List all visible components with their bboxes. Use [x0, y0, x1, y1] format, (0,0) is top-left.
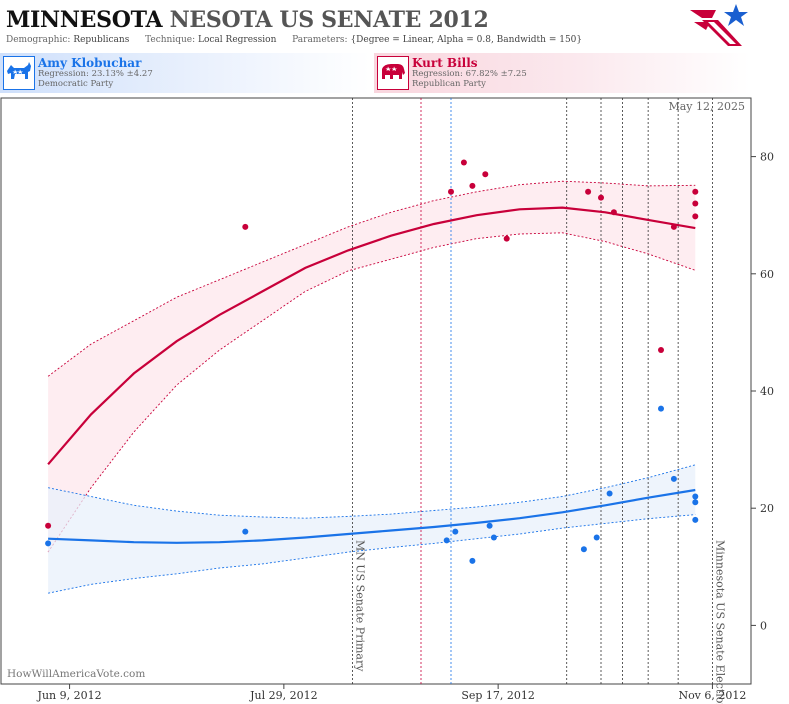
rep-poll-point	[585, 188, 592, 195]
election-event-label: Minnesota US Senate Election	[713, 540, 726, 704]
rep-poll-point	[692, 213, 699, 220]
rep-regression-line	[47, 206, 696, 466]
chart-header: MINNESOTA NESOTA US SENATE 2012 Demograp…	[0, 0, 789, 52]
dem-poll-point	[443, 537, 450, 544]
rep-poll-point	[448, 188, 454, 195]
rep-poll-point	[469, 182, 476, 189]
technique-label: Technique:	[145, 35, 196, 45]
rep-poll-point	[598, 194, 604, 201]
parameters-label: Parameters:	[292, 35, 348, 45]
x-tick-label: Nov 6, 2012	[678, 689, 746, 702]
y-tick-label: 80	[760, 151, 774, 164]
primary-event-label: MN US Senate Primary	[353, 540, 366, 672]
rep-poll-point	[692, 200, 699, 207]
parameters-value: {Degree = Linear, Alpha = 0.8, Bandwidth…	[350, 35, 583, 45]
watermark: HowWillAmericaVote.com	[7, 668, 145, 680]
rep-poll-point	[45, 522, 52, 529]
demographic-label: Demographic:	[6, 35, 71, 45]
dem-poll-point	[580, 546, 587, 553]
page-title: MINNESOTA NESOTA US SENATE 2012	[6, 7, 489, 33]
rep-poll-point	[692, 188, 699, 195]
rep-poll-point	[242, 223, 249, 230]
x-tick-label: Jul 29, 2012	[249, 689, 318, 702]
dem-regression: Regression: 23.13% ±4.27	[38, 69, 153, 79]
rep-band-upper	[47, 180, 696, 377]
star-logo-icon	[690, 4, 748, 46]
y-tick-label: 60	[760, 268, 774, 281]
dem-regression-line	[48, 488, 696, 544]
dem-poll-point	[606, 490, 613, 497]
rep-band-lower	[47, 232, 696, 553]
dem-band-upper	[48, 464, 696, 519]
demographic-value: Republicans	[73, 35, 130, 45]
dem-poll-point	[486, 522, 493, 529]
dem-poll-point	[45, 540, 52, 547]
dem-poll-point	[469, 557, 476, 564]
rep-candidate-name: Kurt Bills	[412, 56, 478, 70]
dem-candidate-name: Amy Klobuchar	[38, 56, 142, 70]
rep-regression: Regression: 67.82% ±7.25	[412, 69, 527, 79]
elephant-icon	[377, 56, 409, 90]
x-tick-label: Jun 9, 2012	[37, 689, 102, 702]
dem-party: Democratic Party	[38, 79, 114, 89]
dem-poll-point	[452, 528, 459, 535]
dem-band-lower	[48, 514, 696, 594]
title-state: MINNESOTA	[6, 7, 163, 33]
dem-poll-point	[593, 534, 600, 541]
candidate-legend-republican: Kurt Bills Regression: 67.82% ±7.25 Repu…	[374, 53, 750, 93]
y-tick-label: 20	[760, 502, 774, 515]
rep-confidence-band	[48, 181, 696, 553]
title-race: NESOTA US SENATE 2012	[169, 7, 489, 33]
date-stamp: May 12, 2025	[668, 100, 745, 113]
rep-poll-point	[503, 235, 510, 242]
dem-poll-point	[692, 516, 699, 523]
chart-parameters: Demographic: Republicans Technique: Loca…	[6, 35, 582, 45]
technique-value: Local Regression	[198, 35, 277, 45]
y-tick-label: 40	[760, 385, 774, 398]
rep-poll-point	[460, 159, 467, 166]
rep-poll-point	[658, 347, 664, 353]
dem-confidence-band	[48, 464, 696, 594]
dem-poll-point	[242, 528, 249, 535]
x-tick-label: Sep 17, 2012	[461, 689, 535, 702]
rep-poll-point	[610, 209, 617, 216]
dem-poll-point	[692, 499, 699, 506]
dem-poll-point	[670, 475, 677, 482]
dem-poll-point	[692, 493, 699, 500]
candidate-legend-democrat: Amy Klobuchar Regression: 23.13% ±4.27 D…	[0, 53, 370, 93]
rep-poll-point	[482, 171, 489, 178]
donkey-icon	[3, 56, 35, 90]
y-tick-label: 0	[760, 619, 767, 632]
rep-poll-point	[670, 223, 677, 230]
regression-chart: 0 20 40 60 80 Jun 9, 2012 Jul 29, 2012 Sep 17, …	[0, 97, 774, 704]
dem-poll-point	[658, 405, 664, 412]
rep-party: Republican Party	[412, 79, 486, 89]
dem-poll-point	[490, 534, 497, 541]
